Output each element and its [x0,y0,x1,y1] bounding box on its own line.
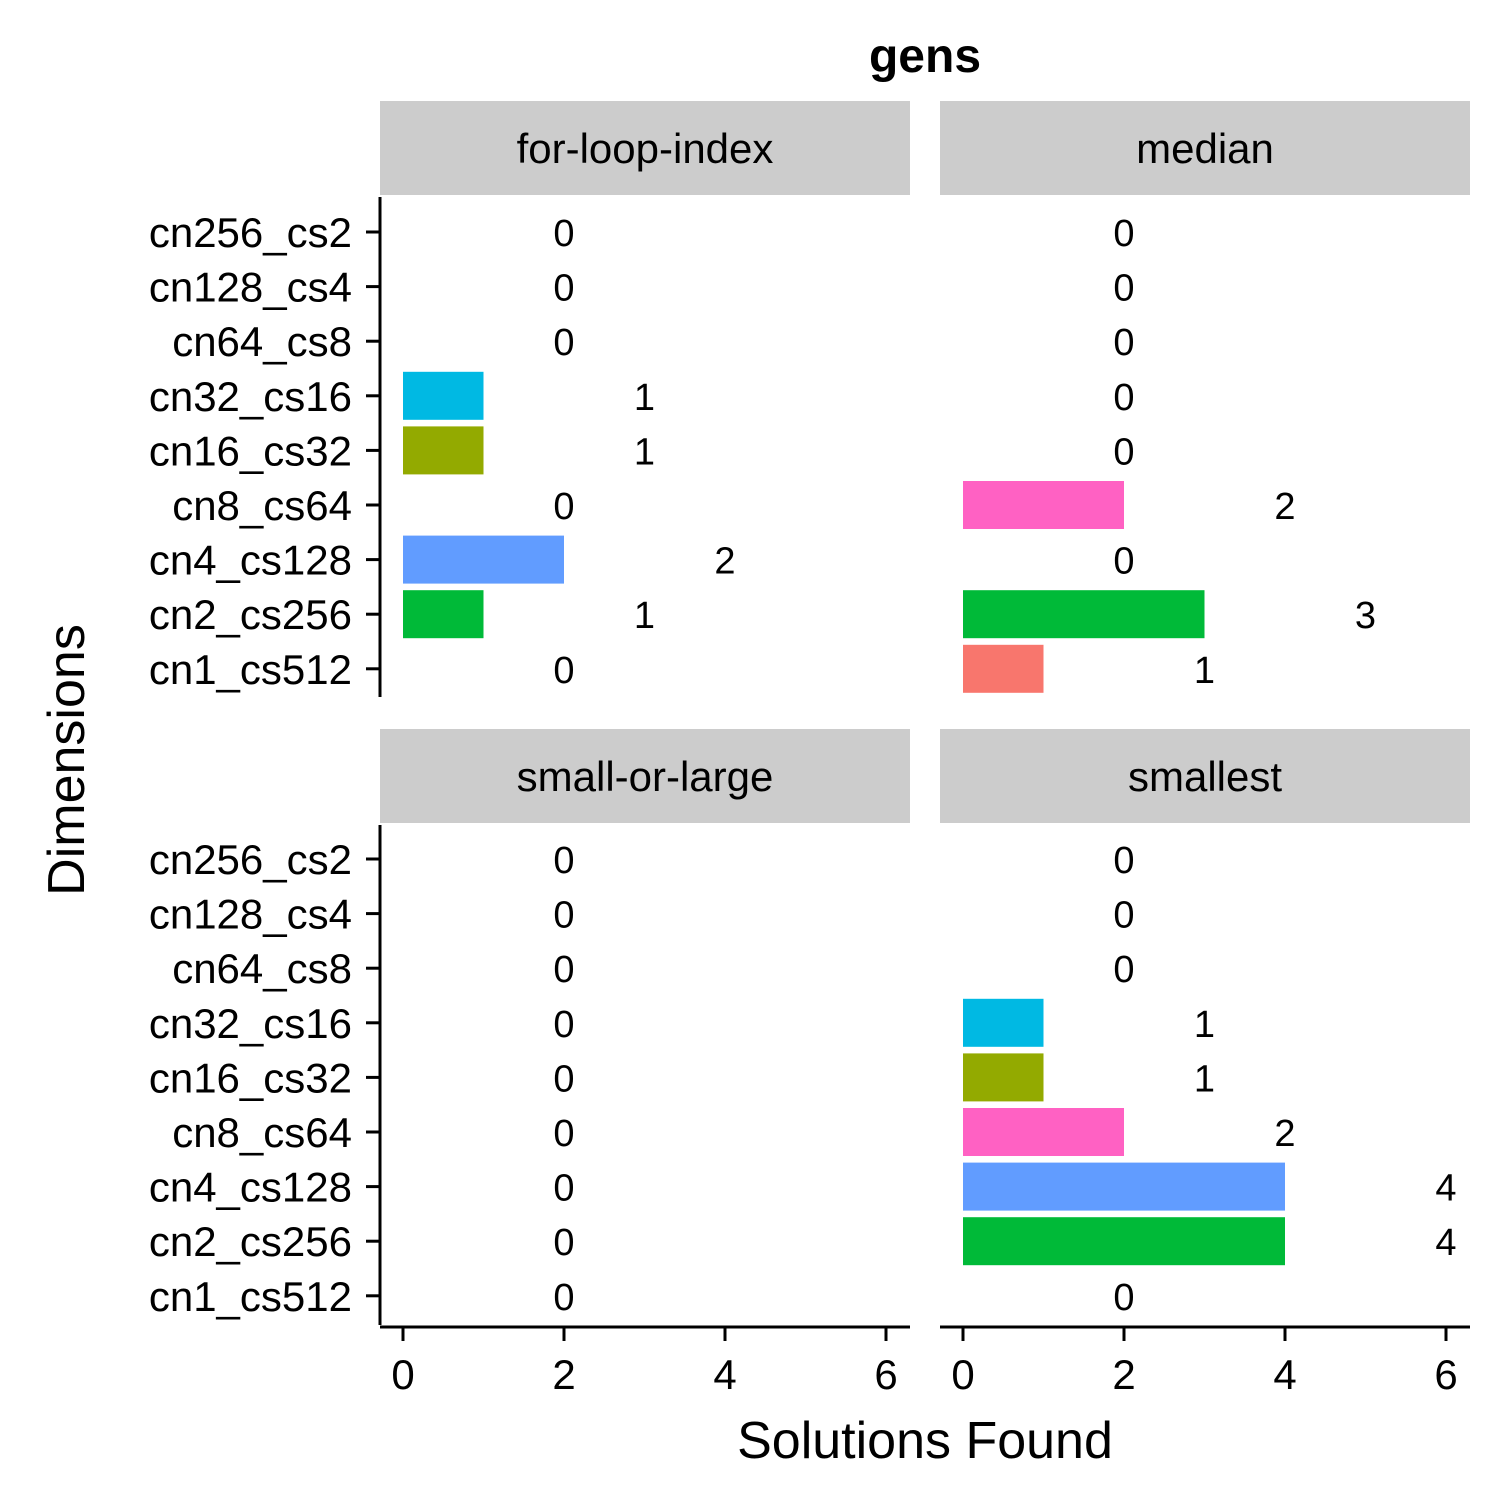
data-label-cn128_cs4: 0 [1113,268,1134,310]
bar-cn2_cs256 [963,1217,1285,1266]
data-label-cn32_cs16: 0 [1113,377,1134,419]
y-tick-label-cn1_cs512: cn1_cs512 [149,646,352,693]
data-label-cn8_cs64: 2 [1274,1113,1295,1155]
data-label-cn8_cs64: 2 [1274,486,1295,528]
data-label-cn256_cs2: 0 [1113,213,1134,255]
x-tick-label: 4 [1273,1351,1296,1398]
data-label-cn4_cs128: 0 [1113,541,1134,583]
data-label-cn16_cs32: 0 [1113,431,1134,473]
y-tick-label-cn64_cs8: cn64_cs8 [172,945,352,992]
data-label-cn2_cs256: 1 [634,595,655,637]
data-label-cn4_cs128: 2 [714,541,735,583]
y-tick-label-cn64_cs8: cn64_cs8 [172,318,352,365]
data-label-cn2_cs256: 0 [553,1222,574,1264]
bar-cn32_cs16 [963,998,1044,1047]
bar-cn4_cs128 [403,535,564,584]
y-axis-title: Dimensions [38,624,96,896]
x-tick-label: 2 [1112,1351,1135,1398]
y-tick-label-cn2_cs256: cn2_cs256 [149,591,352,638]
data-label-cn4_cs128: 4 [1435,1168,1456,1210]
x-tick-label: 0 [391,1351,414,1398]
bar-cn4_cs128 [963,1162,1285,1211]
facet-strip [380,729,910,823]
bar-cn16_cs32 [403,426,484,475]
bar-cn16_cs32 [963,1053,1044,1102]
y-tick-label-cn4_cs128: cn4_cs128 [149,537,352,584]
data-label-cn64_cs8: 0 [553,949,574,991]
data-label-cn256_cs2: 0 [553,840,574,882]
x-tick-label: 2 [552,1351,575,1398]
y-tick-label-cn256_cs2: cn256_cs2 [149,836,352,883]
data-label-cn32_cs16: 1 [1194,1004,1215,1046]
y-tick-label-cn8_cs64: cn8_cs64 [172,1109,352,1156]
y-tick-label-cn256_cs2: cn256_cs2 [149,209,352,256]
bar-cn8_cs64 [963,481,1124,529]
bar-cn2_cs256 [403,590,484,639]
data-label-cn128_cs4: 0 [553,895,574,937]
data-label-cn64_cs8: 0 [1113,949,1134,991]
data-label-cn2_cs256: 4 [1435,1222,1456,1264]
x-axis-title: Solutions Found [737,1412,1113,1470]
data-label-cn8_cs64: 0 [553,486,574,528]
y-tick-label-cn16_cs32: cn16_cs32 [149,1054,352,1101]
data-label-cn1_cs512: 0 [553,1277,574,1319]
data-label-cn256_cs2: 0 [553,213,574,255]
bar-cn1_cs512 [963,644,1044,693]
facet-panel-for-loop-index: for-loop-index 0 0 0 1 1 0 2 1 0 cn256_cs2 cn128_cs… [149,101,910,697]
facet-strip-label: for-loop-index [517,125,774,172]
y-tick-label-cn8_cs64: cn8_cs64 [172,482,352,529]
data-label-cn32_cs16: 0 [553,1004,574,1046]
data-label-cn1_cs512: 0 [1113,1277,1134,1319]
facet-strip [380,101,910,195]
data-label-cn16_cs32: 1 [634,431,655,473]
y-tick-label-cn2_cs256: cn2_cs256 [149,1218,352,1265]
x-tick-label: 6 [874,1351,897,1398]
facet-strip [940,101,1470,195]
facet-panel-small-or-large: small-or-large 0 0 0 0 0 0 0 0 0 cn256_cs2 cn128_cs… [149,729,910,1398]
data-label-cn1_cs512: 1 [1194,650,1215,692]
data-label-cn128_cs4: 0 [553,268,574,310]
data-label-cn16_cs32: 0 [553,1058,574,1100]
y-tick-label-cn32_cs16: cn32_cs16 [149,373,352,420]
data-label-cn1_cs512: 0 [553,650,574,692]
y-tick-label-cn128_cs4: cn128_cs4 [149,264,352,311]
data-label-cn128_cs4: 0 [1113,895,1134,937]
chart-title: gens [869,30,981,83]
x-tick-label: 4 [713,1351,736,1398]
facet-panels: for-loop-index 0 0 0 1 1 0 2 1 0 cn256_cs2 cn128_cs… [149,101,1470,1398]
facet-strip-label: median [1136,125,1274,172]
facet-strip [940,729,1470,823]
y-tick-label-cn128_cs4: cn128_cs4 [149,891,352,938]
x-tick-label: 6 [1434,1351,1457,1398]
x-tick-label: 0 [951,1351,974,1398]
data-label-cn64_cs8: 0 [1113,322,1134,364]
y-tick-label-cn4_cs128: cn4_cs128 [149,1164,352,1211]
data-label-cn2_cs256: 3 [1355,595,1376,637]
data-label-cn4_cs128: 0 [553,1168,574,1210]
bar-cn32_cs16 [403,371,484,420]
y-tick-label-cn32_cs16: cn32_cs16 [149,1000,352,1047]
data-label-cn32_cs16: 1 [634,377,655,419]
data-label-cn256_cs2: 0 [1113,840,1134,882]
facet-strip-label: small-or-large [517,753,774,800]
facet-panel-smallest: smallest 0 0 0 1 1 2 4 4 0 0 2 4 6 [940,729,1470,1398]
y-tick-label-cn1_cs512: cn1_cs512 [149,1273,352,1320]
y-tick-label-cn16_cs32: cn16_cs32 [149,427,352,474]
facet-strip-label: smallest [1128,753,1282,800]
bar-cn8_cs64 [963,1108,1124,1156]
data-label-cn64_cs8: 0 [553,322,574,364]
data-label-cn16_cs32: 1 [1194,1058,1215,1100]
data-label-cn8_cs64: 0 [553,1113,574,1155]
bar-cn2_cs256 [963,590,1205,639]
